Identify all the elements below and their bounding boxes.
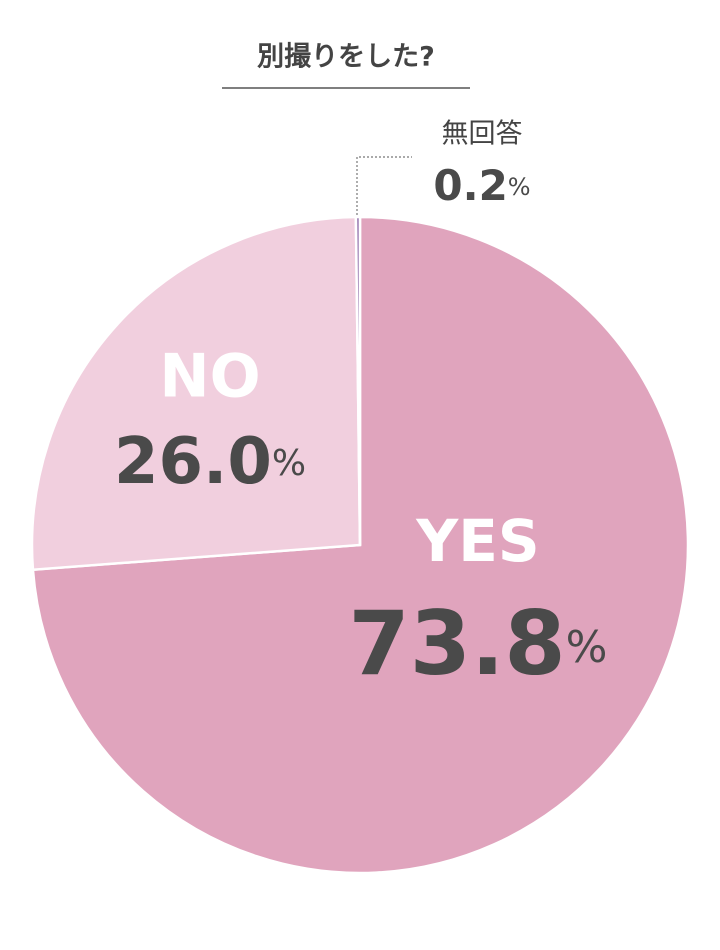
category-label: 無回答 [442, 119, 523, 150]
category-label: YES [415, 507, 539, 575]
value-label: 26.0% [114, 425, 306, 499]
pie-slice [354, 215, 362, 546]
value-label: 73.8% [349, 592, 608, 695]
chart-title: 別撮りをした? [257, 42, 435, 73]
leader-line [356, 156, 412, 215]
pie-slice [30, 215, 362, 572]
value-label: 0.2% [433, 161, 530, 210]
category-label: NO [159, 342, 260, 412]
